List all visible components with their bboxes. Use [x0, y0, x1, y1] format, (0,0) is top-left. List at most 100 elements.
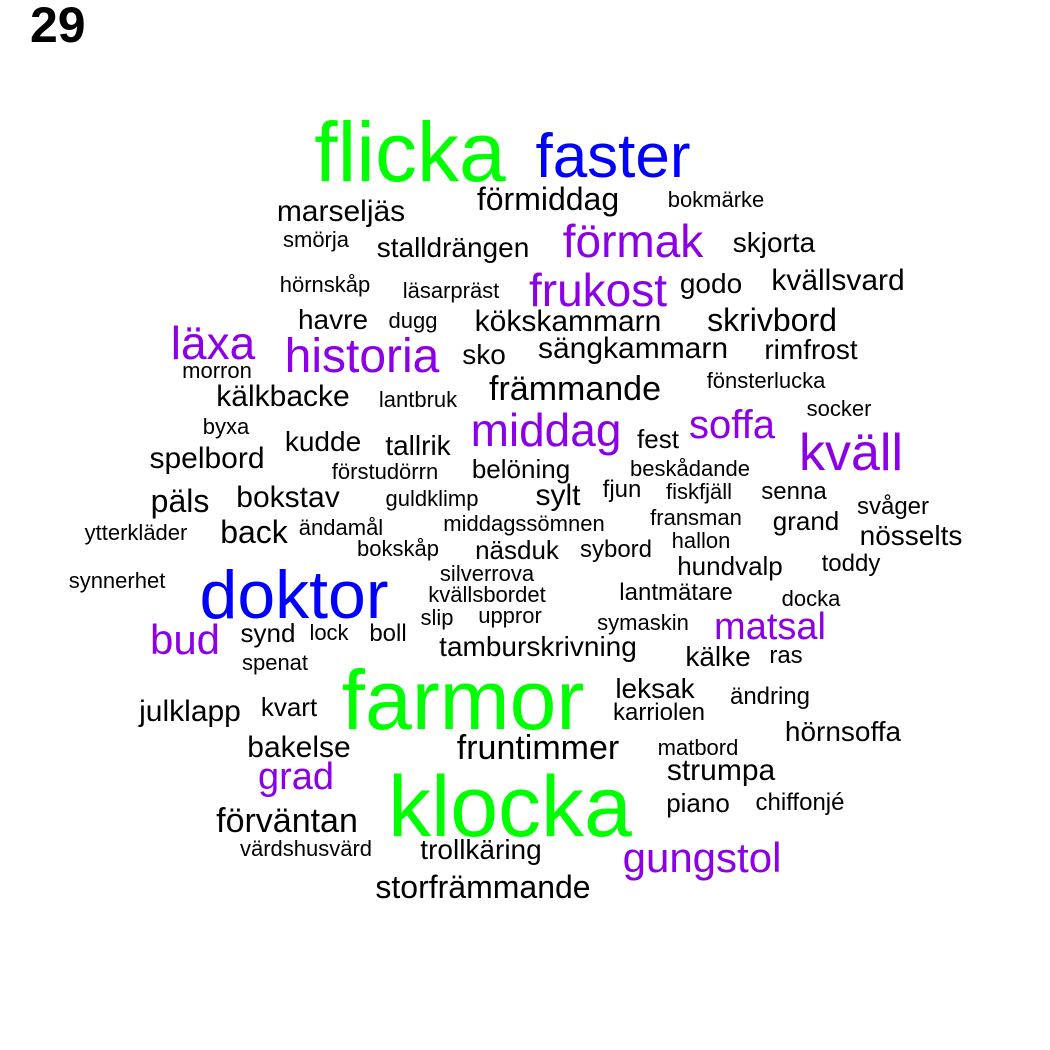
word-frukost: frukost [528, 264, 668, 316]
word-julklapp: julklapp [139, 695, 241, 728]
word-piano: piano [666, 788, 730, 818]
word-rimfrost: rimfrost [764, 334, 858, 365]
word-socker: socker [806, 396, 872, 421]
word-silverrova: silverrova [439, 561, 535, 586]
word-boll: boll [369, 620, 407, 647]
word-trollkaring: trollkäring [420, 834, 542, 865]
word-spenat: spenat [241, 650, 309, 675]
word-hornskap: hörnskåp [279, 272, 371, 297]
word-skjorta: skjorta [732, 227, 816, 258]
word-senna: senna [761, 478, 827, 505]
word-kalke: kälke [685, 641, 751, 672]
word-frammande: främmande [489, 370, 661, 408]
word-middag: middag [470, 404, 622, 456]
word-ytterklader: ytterkläder [84, 520, 188, 545]
word-kudde: kudde [284, 426, 362, 457]
word-smorja: smörja [282, 227, 350, 252]
word-lantmatare: lantmätare [619, 579, 733, 606]
word-toddy: toddy [821, 550, 881, 577]
word-nosselts: nösselts [859, 520, 963, 551]
word-back: back [220, 514, 288, 550]
word-bokmarke: bokmärke [667, 187, 765, 212]
word-historia: historia [284, 330, 440, 383]
word-laxa: läxa [170, 317, 256, 369]
word-storframmande: storfrämmande [375, 869, 591, 905]
word-docka: docka [781, 586, 841, 611]
word-bud: bud [149, 616, 221, 663]
word-marseljas: marseljäs [276, 195, 406, 228]
word-skrivbord: skrivbord [707, 302, 837, 338]
word-sybord: sybord [579, 536, 653, 563]
word-formak: förmak [562, 215, 704, 267]
word-ras: ras [769, 642, 803, 669]
word-tamburskrivning: tamburskrivning [439, 631, 637, 662]
word-nasduk: näsduk [475, 535, 559, 565]
word-kvart: kvart [260, 692, 318, 722]
word-flicka: flicka [314, 105, 506, 199]
word-grand: grand [772, 506, 840, 536]
word-middagssomnen: middagssömnen [443, 511, 605, 536]
word-matsal: matsal [714, 606, 826, 648]
word-sangkammarn: sängkammarn [537, 332, 729, 365]
word-lantbruk: lantbruk [378, 387, 458, 412]
word-gungstol: gungstol [622, 834, 782, 881]
word-tallrik: tallrik [385, 430, 451, 461]
word-kvallsvard: kvällsvard [771, 264, 905, 297]
word-faster: faster [535, 122, 691, 191]
word-kvallsbordet: kvällsbordet [428, 582, 546, 607]
word-vardshusvard: värdshusvärd [239, 836, 373, 861]
word-kvall: kväll [798, 424, 904, 482]
word-stalldrangen: stalldrängen [376, 232, 530, 263]
word-havre: havre [297, 304, 369, 335]
word-fruntimmer: fruntimmer [456, 729, 620, 767]
word-fest: fest [637, 424, 679, 454]
word-kokskammarn: kökskammarn [474, 305, 662, 338]
word-sylt: sylt [535, 479, 581, 512]
word-chiffonje: chiffonjé [755, 789, 845, 816]
word-karriolen: karriolen [612, 699, 706, 726]
word-byxa: byxa [202, 414, 250, 439]
word-synd: synd [240, 618, 296, 648]
word-synnerhet: synnerhet [68, 568, 166, 593]
word-hornsoffa: hörnsoffa [784, 716, 902, 747]
word-guldklimp: guldklimp [385, 486, 479, 511]
word-forvantan: förväntan [216, 802, 358, 840]
word-svager: svåger [856, 493, 930, 520]
word-bokskap: bokskåp [357, 536, 439, 561]
word-fjun: fjun [602, 476, 642, 503]
word-matbord: matbord [657, 735, 739, 760]
word-pals: päls [150, 483, 210, 519]
word-lock: lock [309, 620, 349, 645]
word-lasarprast: läsarpräst [402, 278, 500, 303]
word-grad: grad [257, 756, 335, 798]
word-godo: godo [679, 268, 743, 299]
word-doktor: doktor [199, 557, 389, 633]
word-bakelse: bakelse [247, 731, 351, 764]
word-fransman: fransman [650, 505, 742, 530]
word-bokstav: bokstav [236, 481, 340, 514]
word-andring: ändring [729, 683, 811, 710]
word-hallon: hallon [671, 528, 731, 553]
word-sko: sko [462, 339, 506, 370]
word-hundvalp: hundvalp [677, 551, 783, 581]
word-fiskfjall: fiskfjäll [665, 479, 733, 504]
word-symaskin: symaskin [597, 610, 689, 635]
word-fonsterlucka: fönsterlucka [706, 368, 826, 393]
word-andamal: ändamål [298, 515, 384, 540]
word-dugg: dugg [388, 308, 438, 333]
word-forstudorrn: förstudörrn [331, 459, 439, 484]
word-morron: morron [182, 358, 252, 383]
word-uppror: uppror [478, 603, 542, 628]
word-leksak: leksak [615, 673, 695, 704]
word-kalkbacke: kälkbacke [216, 380, 350, 413]
word-klocka: klocka [388, 759, 632, 855]
word-slip: slip [420, 605, 454, 630]
word-spelbord: spelbord [149, 442, 265, 475]
word-farmor: farmor [341, 653, 585, 747]
word-beloning: belöning [471, 454, 571, 484]
word-strumpa: strumpa [666, 754, 776, 787]
word-formiddag: förmiddag [476, 181, 620, 217]
page-number: 29 [30, 0, 86, 53]
word-beskadande: beskådande [630, 456, 750, 481]
